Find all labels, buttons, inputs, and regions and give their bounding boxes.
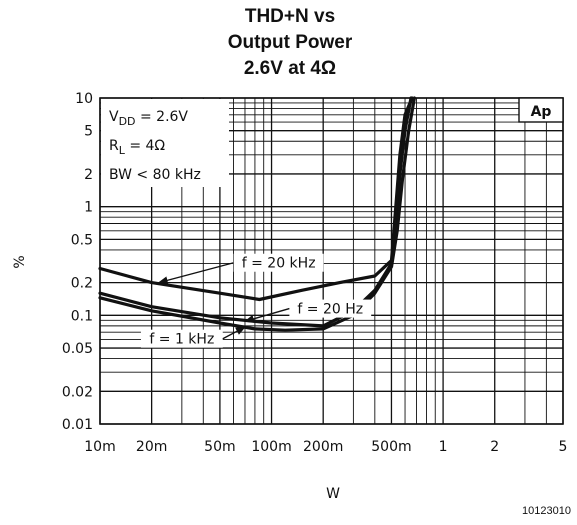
title-line-1: THD+N vs bbox=[244, 6, 336, 27]
x-tick-label: 10m bbox=[84, 439, 115, 455]
figure-id: 10123010 bbox=[522, 505, 571, 517]
x-tick-label: 2 bbox=[490, 439, 499, 455]
series-label-bg bbox=[140, 329, 223, 348]
series-line bbox=[98, 96, 414, 302]
annotations: VDD = 2.6V RL = 4Ω BW < 80 kHz Ap f = 20 kHz… bbox=[101, 97, 564, 348]
y-tick-label: 0.5 bbox=[71, 232, 93, 248]
ap-badge: Ap bbox=[531, 104, 552, 120]
y-tick-label: 1 bbox=[84, 200, 93, 216]
y-tick-label: 10 bbox=[75, 91, 93, 107]
x-tick-label: 100m bbox=[251, 439, 291, 455]
title-line-2: Output Power bbox=[227, 32, 353, 53]
series-label-arrow bbox=[244, 307, 290, 323]
ap-badge-box bbox=[518, 97, 564, 123]
plot-area bbox=[99, 97, 564, 425]
chart-title: THD+N vs Output Power 2.6V at 4Ω bbox=[150, 4, 430, 82]
y-tick-label: 0.01 bbox=[62, 417, 93, 433]
x-tick-label: 20m bbox=[136, 439, 167, 455]
series-label: f = 20 kHz bbox=[242, 256, 316, 272]
x-tick-label: 50m bbox=[204, 439, 235, 455]
y-tick-label: 2 bbox=[84, 167, 93, 183]
series-label-arrow bbox=[222, 326, 246, 340]
series-label: f = 1 kHz bbox=[149, 332, 214, 348]
series-label: f = 20 Hz bbox=[297, 302, 363, 318]
x-tick-label: 500m bbox=[371, 439, 411, 455]
condition-rl: RL = 4Ω bbox=[109, 138, 165, 157]
conditions-box bbox=[101, 99, 229, 187]
y-tick-label: 0.1 bbox=[71, 308, 93, 324]
condition-bw: BW < 80 kHz bbox=[109, 167, 201, 183]
title-line-3: 2.6V at 4Ω bbox=[243, 58, 337, 79]
x-tick-label: 5 bbox=[559, 439, 568, 455]
series-label-bg bbox=[289, 299, 372, 318]
axis-ticks: 10m 20m 50m 100m 200m 500m 1 2 5 10 5 2 1 0.5 0.2 0.1 0.… bbox=[62, 91, 568, 455]
x-tick-label: 200m bbox=[303, 439, 343, 455]
x-axis-label: W bbox=[326, 486, 340, 502]
y-tick-label: 0.05 bbox=[62, 341, 93, 357]
y-tick-label: 5 bbox=[84, 124, 93, 140]
y-tick-label: 0.02 bbox=[62, 384, 93, 400]
condition-vdd: VDD = 2.6V bbox=[109, 109, 188, 128]
y-axis-label: % bbox=[12, 255, 28, 268]
series-label-arrow bbox=[157, 262, 234, 285]
x-tick-label: 1 bbox=[439, 439, 448, 455]
series-label-bg bbox=[233, 253, 324, 272]
y-tick-label: 0.2 bbox=[71, 276, 93, 292]
